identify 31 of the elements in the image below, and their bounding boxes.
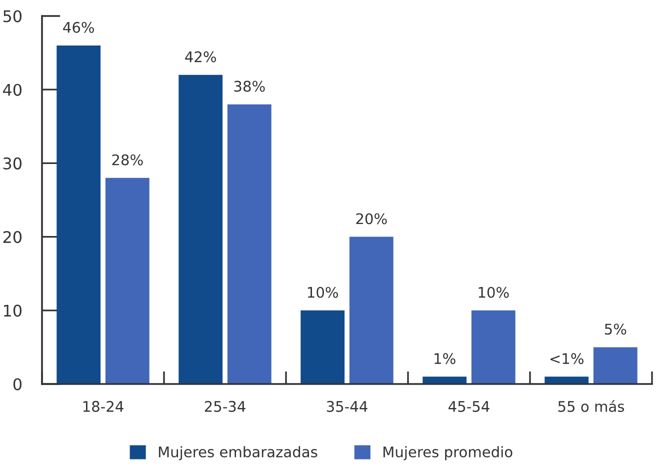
legend-label: Mujeres promedio [384,446,512,460]
bar [227,104,272,384]
bar [300,310,345,384]
bar [349,236,394,384]
y-tick-label: 30 [3,157,22,170]
data-label: 28% [112,154,143,166]
bar [471,310,516,384]
bar [56,45,101,384]
bar [105,178,150,384]
y-tick-label: 20 [3,231,22,244]
y-tick-label: 50 [3,10,22,22]
x-tick-label: 55 o más [558,400,624,412]
y-tick-label: 40 [3,84,22,96]
data-label: <1% [550,353,584,364]
x-tick-label: 18-24 [83,400,124,412]
data-label: 5% [604,324,626,335]
y-tick-label: 10 [4,304,22,317]
x-tick-label: 25-34 [204,400,246,412]
data-label: 10% [308,286,338,298]
data-label: 10% [478,286,509,298]
legend-label: Mujeres embarazadas [158,446,318,460]
x-tick-label: 45-54 [448,401,490,412]
data-label: 42% [185,51,216,62]
data-label: 20% [356,213,387,224]
data-label: 38% [234,80,265,92]
data-label: 1% [434,353,456,364]
data-label: 46% [63,22,94,33]
y-tick-label: 0 [13,378,22,390]
bar [593,347,638,384]
x-tick-label: 35-44 [326,400,368,412]
bar [178,74,223,384]
